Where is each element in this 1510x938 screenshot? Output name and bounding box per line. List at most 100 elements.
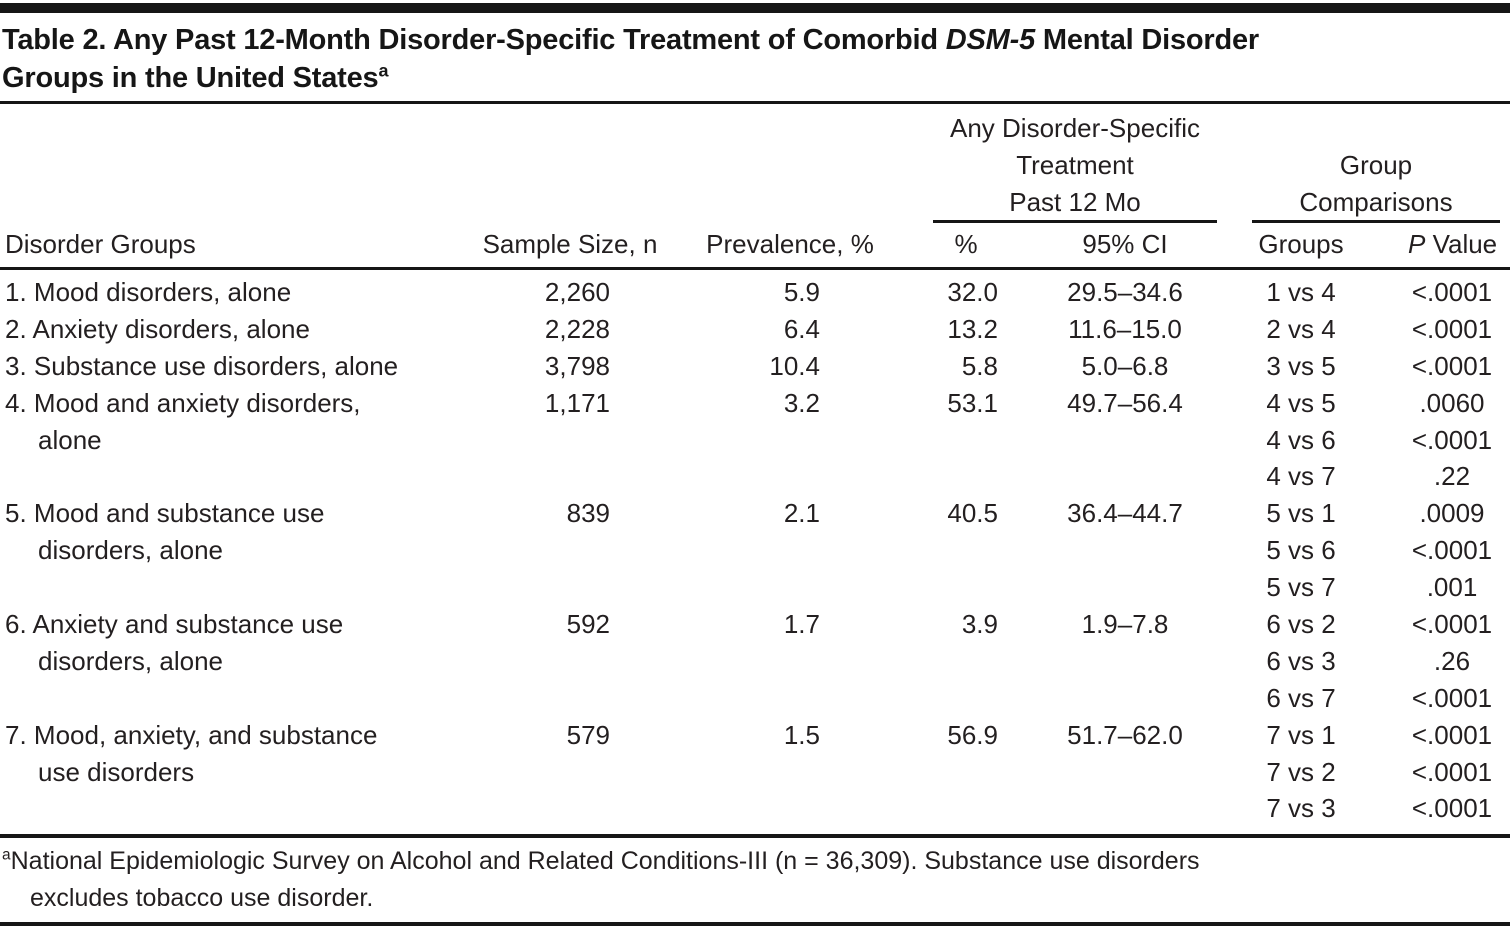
cell-p-value: .0009 bbox=[1419, 498, 1485, 529]
footnote-bottom-rule bbox=[0, 922, 1510, 927]
footnote-line1: aNational Epidemiologic Survey on Alcoho… bbox=[2, 847, 1200, 876]
cell-disorder-group-continued: disorders, alone bbox=[38, 535, 223, 566]
cell-prevalence: 5.9 bbox=[783, 277, 820, 307]
cell-comparison-groups: 7 vs 2 bbox=[1266, 756, 1336, 787]
cell-p-value: <.0001 bbox=[1411, 277, 1493, 307]
cell-sample-size: 592 bbox=[566, 609, 610, 640]
cell-comparison-groups: 4 vs 5 bbox=[1266, 387, 1336, 418]
column-header-sample-size: Sample Size, n bbox=[482, 229, 658, 259]
table-row: 6. Anxiety and substance use 592 1.7 3.9… bbox=[0, 606, 1510, 643]
cell-disorder-group: 5. Mood and substance use bbox=[5, 498, 325, 529]
table-row-continuation: 4 vs 7 .22 bbox=[0, 458, 1510, 495]
cell-prevalence: 1.7 bbox=[783, 609, 820, 640]
title-footnote-marker: a bbox=[378, 60, 389, 81]
column-header-disorder-groups: Disorder Groups bbox=[5, 229, 196, 259]
cell-prevalence: 10.4 bbox=[769, 350, 820, 381]
cell-p-value: <.0001 bbox=[1411, 756, 1493, 787]
table-row: 7. Mood, anxiety, and substance 579 1.5 … bbox=[0, 717, 1510, 754]
cell-comparison-groups: 6 vs 7 bbox=[1266, 682, 1336, 713]
cell-disorder-group: 4. Mood and anxiety disorders, bbox=[5, 387, 361, 418]
title-line2: Groups in the United Statesa bbox=[2, 60, 389, 94]
table-bottom-rule bbox=[0, 834, 1510, 839]
spanner-treatment-header: Any Disorder-Specific Treatment Past 12 … bbox=[950, 113, 1200, 217]
table-row-continuation: disorders, alone 5 vs 6 <.0001 bbox=[0, 532, 1510, 569]
table-row-continuation: alone 4 vs 6 <.0001 bbox=[0, 422, 1510, 459]
cell-p-value: .22 bbox=[1433, 461, 1471, 492]
cell-treatment-percent: 53.1 bbox=[947, 387, 998, 418]
cell-treatment-percent: 5.8 bbox=[961, 350, 998, 381]
cell-prevalence: 6.4 bbox=[783, 313, 820, 344]
column-header-groups: Groups bbox=[1258, 229, 1344, 259]
cell-sample-size: 2,260 bbox=[544, 277, 610, 307]
cell-disorder-group-continued: disorders, alone bbox=[38, 645, 223, 676]
table-row-continuation: 5 vs 7 .001 bbox=[0, 569, 1510, 606]
cell-95ci: 1.9–7.8 bbox=[1081, 609, 1169, 640]
cell-treatment-percent: 3.9 bbox=[961, 609, 998, 640]
cell-p-value: <.0001 bbox=[1411, 535, 1493, 566]
cell-sample-size: 1,171 bbox=[544, 387, 610, 418]
title-divider-rule bbox=[0, 101, 1510, 104]
title-line1: Table 2. Any Past 12-Month Disorder-Spec… bbox=[2, 24, 1260, 56]
table-row: 1. Mood disorders, alone 2,260 5.9 32.0 … bbox=[0, 274, 1510, 311]
table-row-continuation: 6 vs 7 <.0001 bbox=[0, 680, 1510, 717]
table-row: 2. Anxiety disorders, alone 2,228 6.4 13… bbox=[0, 311, 1510, 348]
table-row: 3. Substance use disorders, alone 3,798 … bbox=[0, 348, 1510, 385]
cell-disorder-group-continued: alone bbox=[38, 424, 102, 455]
spanner-treatment-rule bbox=[933, 220, 1217, 223]
cell-comparison-groups: 6 vs 2 bbox=[1266, 609, 1336, 640]
spanner-comparisons-rule bbox=[1252, 220, 1500, 223]
cell-95ci: 5.0–6.8 bbox=[1081, 350, 1169, 381]
cell-sample-size: 2,228 bbox=[544, 313, 610, 344]
cell-comparison-groups: 3 vs 5 bbox=[1266, 350, 1336, 381]
cell-p-value: <.0001 bbox=[1411, 424, 1493, 455]
cell-p-value: <.0001 bbox=[1411, 719, 1493, 750]
cell-sample-size: 579 bbox=[566, 719, 610, 750]
cell-treatment-percent: 32.0 bbox=[947, 277, 998, 307]
cell-p-value: .001 bbox=[1426, 572, 1478, 603]
cell-p-value: <.0001 bbox=[1411, 682, 1493, 713]
table-title: Table 2. Any Past 12-Month Disorder-Spec… bbox=[2, 21, 1510, 97]
cell-p-value: <.0001 bbox=[1411, 793, 1493, 824]
cell-sample-size: 839 bbox=[566, 498, 610, 529]
cell-comparison-groups: 7 vs 1 bbox=[1266, 719, 1336, 750]
cell-95ci: 11.6–15.0 bbox=[1068, 313, 1182, 344]
cell-prevalence: 1.5 bbox=[783, 719, 820, 750]
cell-comparison-groups: 5 vs 1 bbox=[1266, 498, 1336, 529]
cell-95ci: 29.5–34.6 bbox=[1067, 277, 1183, 307]
cell-comparison-groups: 5 vs 6 bbox=[1266, 535, 1336, 566]
cell-p-value: <.0001 bbox=[1411, 350, 1493, 381]
cell-comparison-groups: 5 vs 7 bbox=[1266, 572, 1336, 603]
table-row: 5. Mood and substance use 839 2.1 40.5 3… bbox=[0, 495, 1510, 532]
table-header: Any Disorder-Specific Treatment Past 12 … bbox=[0, 104, 1510, 270]
cell-disorder-group: 2. Anxiety disorders, alone bbox=[5, 313, 310, 344]
table-footnote: aNational Epidemiologic Survey on Alcoho… bbox=[0, 838, 1510, 916]
cell-p-value: .0060 bbox=[1419, 387, 1485, 418]
cell-p-value: .26 bbox=[1433, 645, 1471, 676]
cell-95ci: 49.7–56.4 bbox=[1067, 387, 1183, 418]
top-rule-bar bbox=[0, 3, 1510, 13]
table-row-continuation: 7 vs 3 <.0001 bbox=[0, 790, 1510, 827]
cell-comparison-groups: 6 vs 3 bbox=[1266, 645, 1336, 676]
cell-comparison-groups: 4 vs 7 bbox=[1266, 461, 1336, 492]
column-header-p-value: P Value bbox=[1408, 229, 1498, 259]
cell-disorder-group: 1. Mood disorders, alone bbox=[5, 277, 292, 307]
cell-95ci: 36.4–44.7 bbox=[1067, 498, 1183, 529]
column-header-percent: % bbox=[954, 229, 978, 259]
spanner-comparisons-header: Group Comparisons bbox=[1299, 150, 1453, 217]
cell-prevalence: 3.2 bbox=[783, 387, 820, 418]
cell-disorder-group-continued: use disorders bbox=[38, 756, 195, 787]
column-header-prevalence: Prevalence, % bbox=[706, 229, 874, 259]
cell-disorder-group: 7. Mood, anxiety, and substance bbox=[5, 719, 378, 750]
cell-p-value: <.0001 bbox=[1411, 609, 1493, 640]
column-header-95ci: 95% CI bbox=[1082, 229, 1168, 259]
cell-treatment-percent: 56.9 bbox=[947, 719, 998, 750]
cell-95ci: 51.7–62.0 bbox=[1067, 719, 1183, 750]
cell-comparison-groups: 7 vs 3 bbox=[1266, 793, 1336, 824]
footnote-marker: a bbox=[2, 847, 11, 865]
table-row-continuation: disorders, alone 6 vs 3 .26 bbox=[0, 643, 1510, 680]
table-row: 4. Mood and anxiety disorders, 1,171 3.2… bbox=[0, 385, 1510, 422]
cell-comparison-groups: 4 vs 6 bbox=[1266, 424, 1336, 455]
cell-disorder-group: 6. Anxiety and substance use bbox=[5, 609, 344, 640]
footnote-line2: excludes tobacco use disorder. bbox=[30, 883, 374, 912]
cell-prevalence: 2.1 bbox=[783, 498, 820, 529]
